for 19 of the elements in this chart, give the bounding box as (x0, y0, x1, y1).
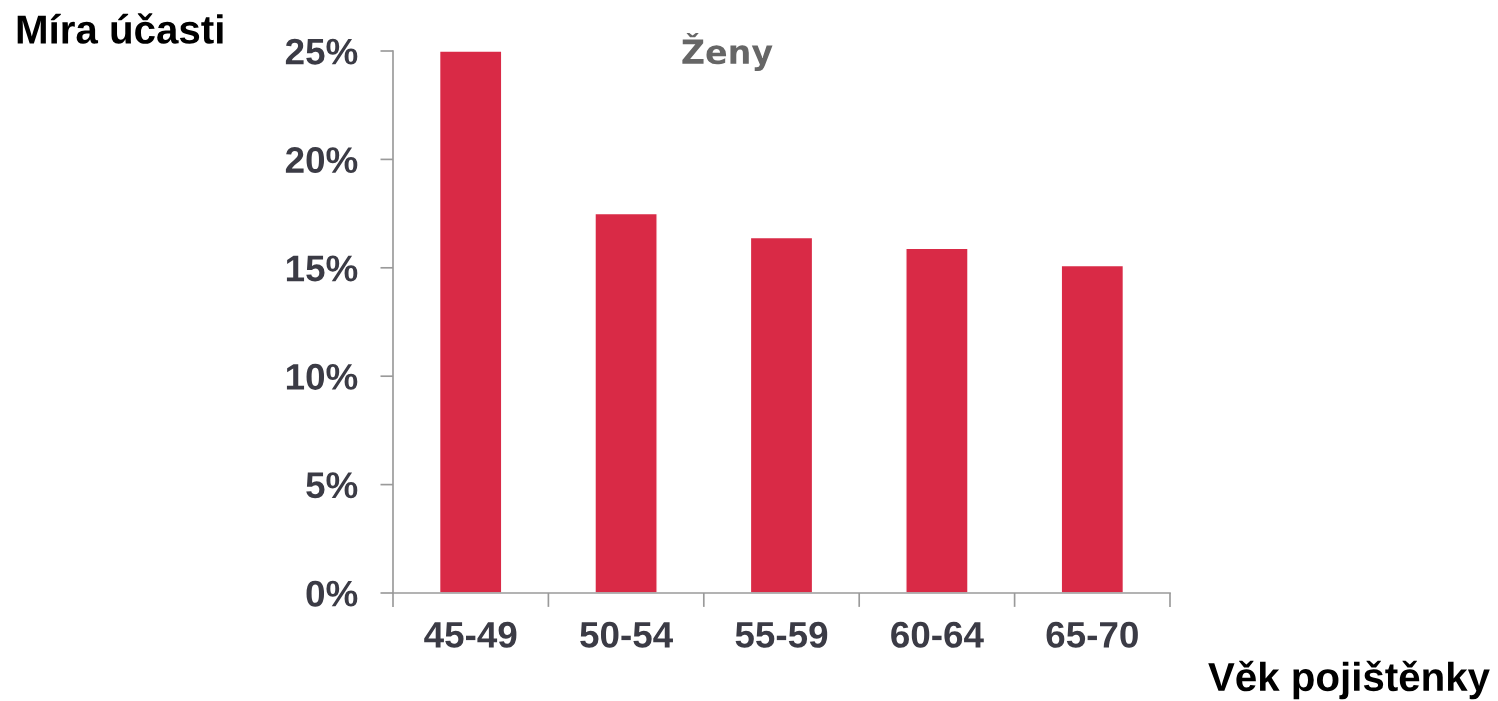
x-tick-label: 65-70 (1046, 621, 1138, 648)
bar (438, 51, 503, 593)
x-tick-label: 55-59 (735, 621, 828, 648)
y-tick-label: 0% (306, 580, 358, 607)
y-tick-label: 20% (285, 147, 358, 174)
bar (749, 236, 814, 593)
bar (594, 212, 658, 593)
y-tick-label: 25% (285, 38, 358, 65)
bar (1060, 264, 1125, 593)
x-tick-label: 60-64 (891, 621, 984, 648)
y-tick-label: 10% (286, 363, 358, 390)
y-tick-label: 5% (306, 472, 358, 499)
chart-title: Ženy (682, 32, 773, 72)
bar (905, 247, 969, 593)
x-axis-title: Věk pojištěnky (1208, 660, 1490, 700)
x-tick-label: 45-49 (424, 621, 517, 648)
x-tick-label: 50-54 (580, 621, 673, 648)
y-axis-title: Míra účasti (17, 13, 223, 44)
y-tick-label: 15% (286, 255, 358, 282)
